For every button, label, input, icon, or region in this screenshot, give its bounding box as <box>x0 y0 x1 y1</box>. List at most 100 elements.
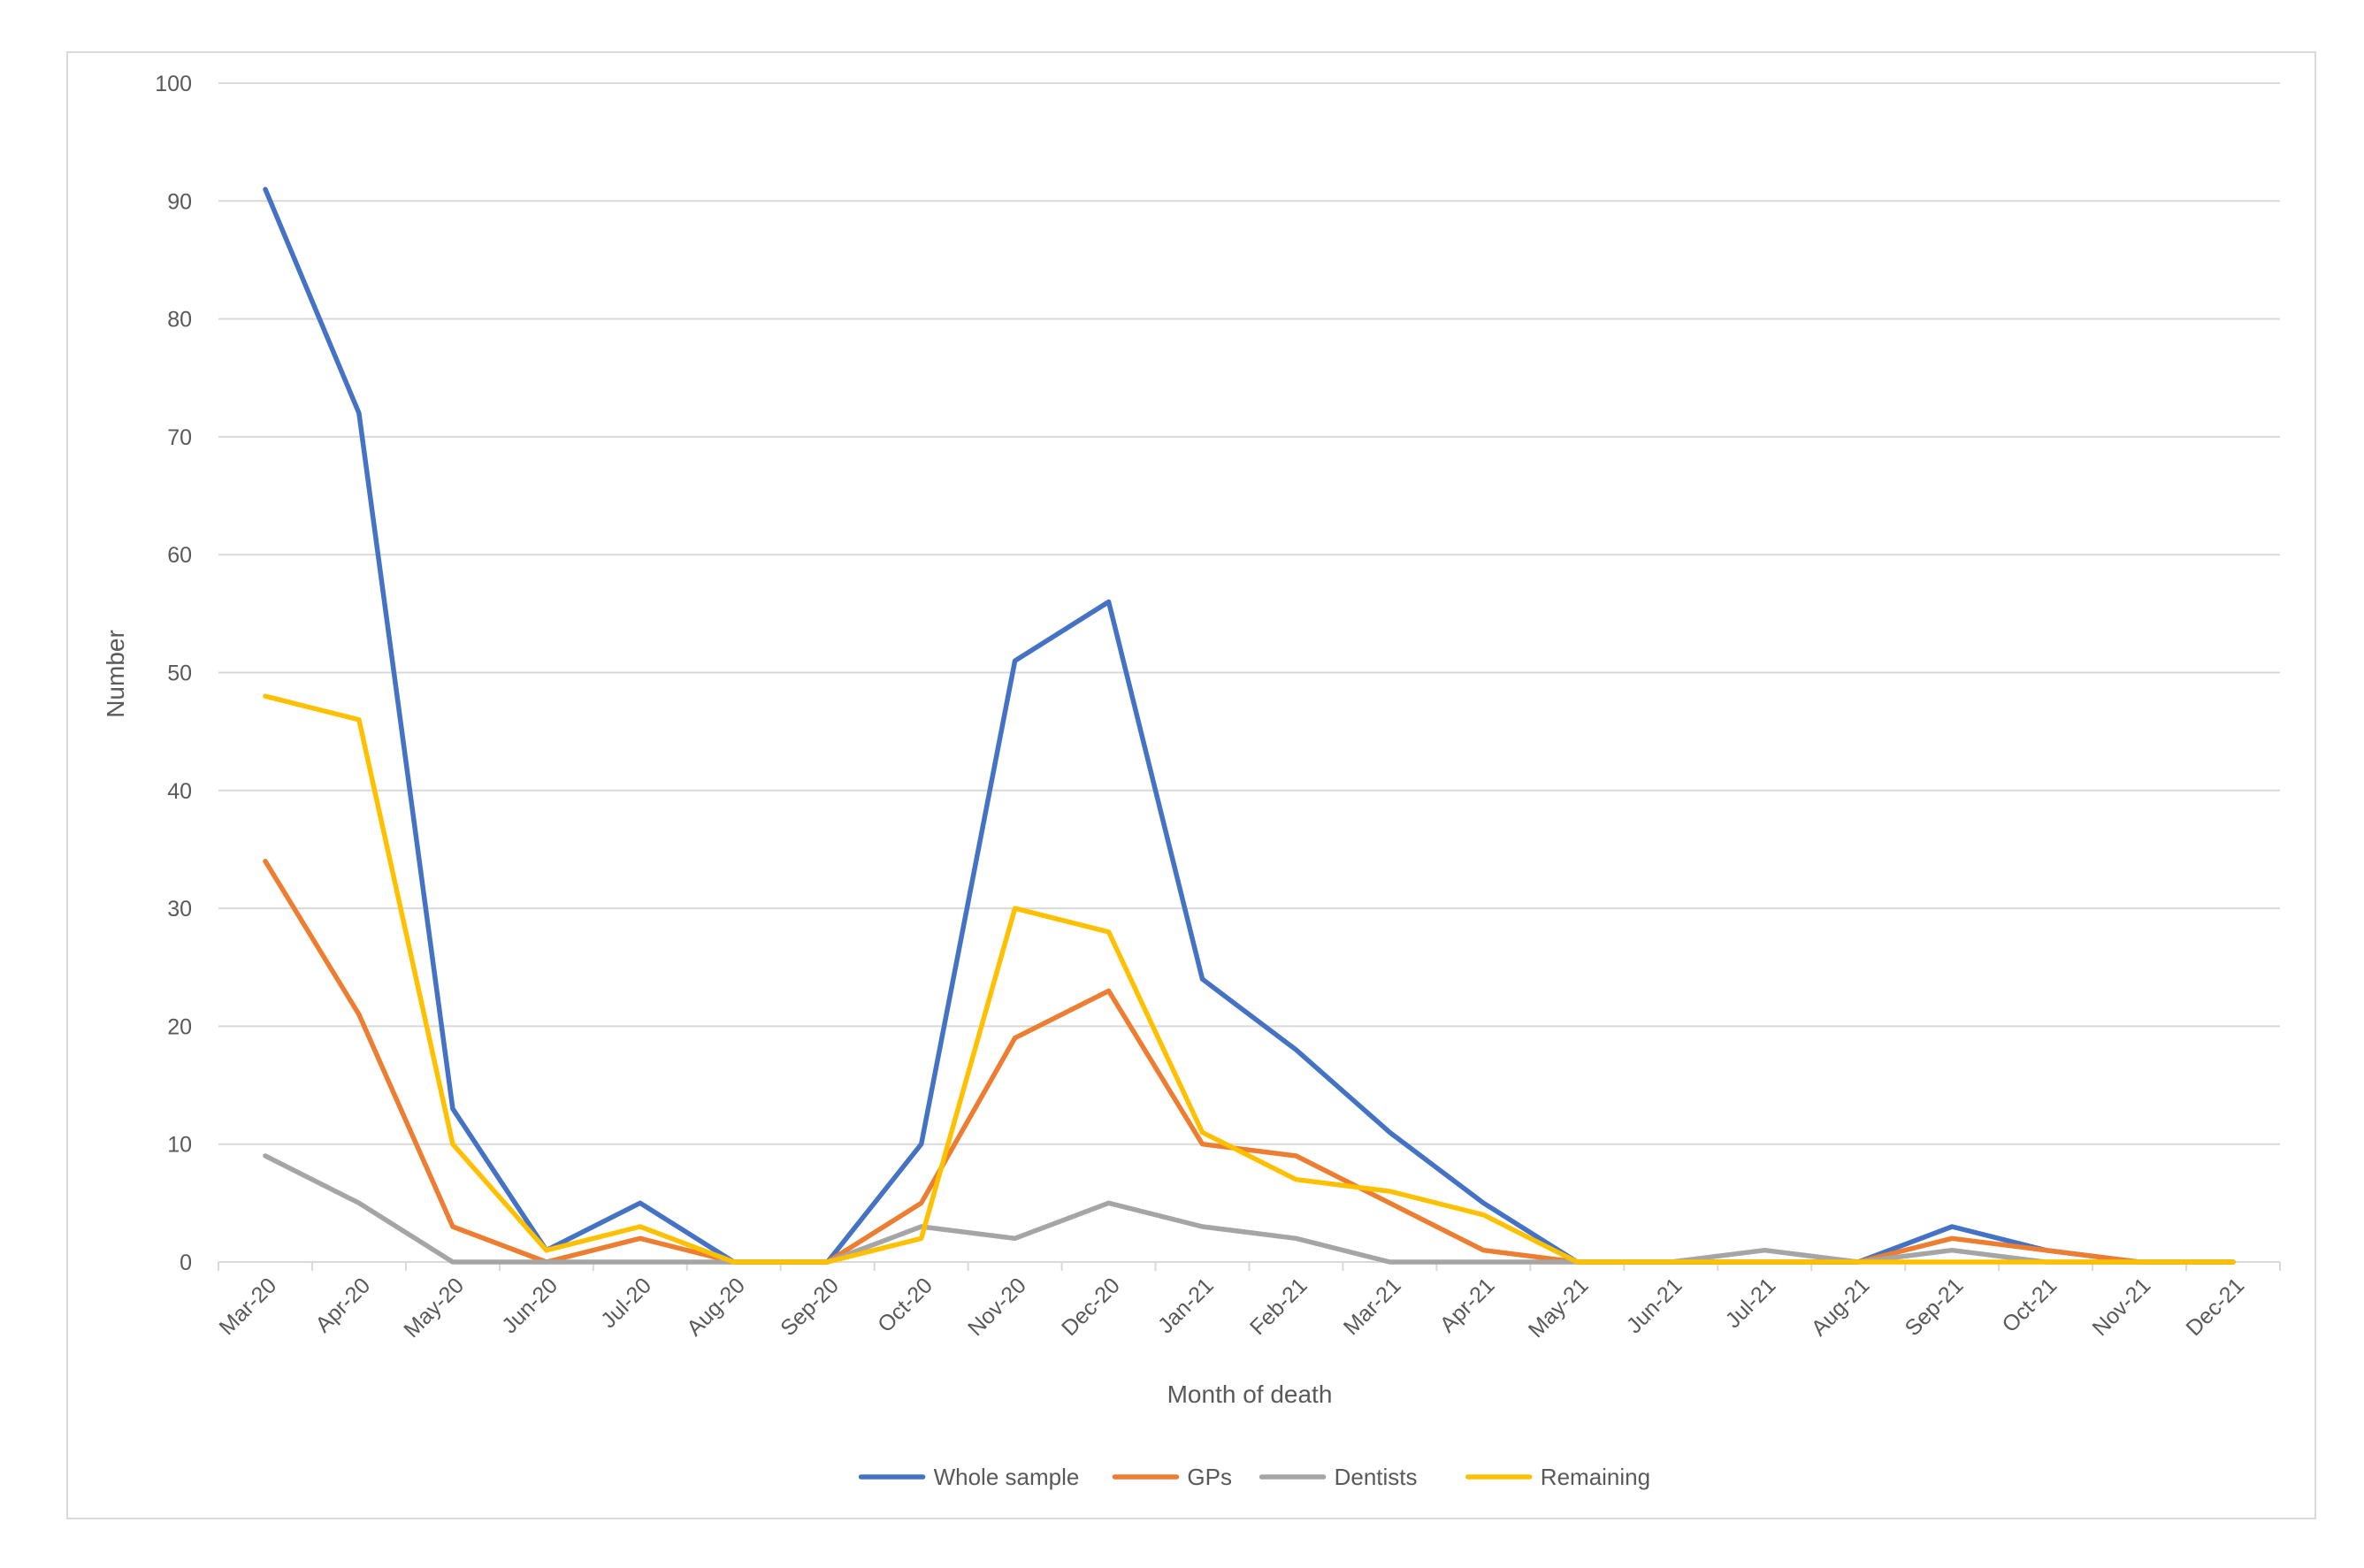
data-point <box>263 1154 267 1159</box>
x-tick-label: Aug-21 <box>1807 1273 1875 1341</box>
data-point <box>450 1142 455 1146</box>
data-point <box>544 1260 548 1265</box>
x-tick-label: Feb-21 <box>1245 1273 1312 1340</box>
data-point <box>1294 1177 1298 1182</box>
data-point <box>1106 1201 1111 1205</box>
data-point <box>1481 1248 1486 1252</box>
data-point <box>825 1260 830 1265</box>
x-tick-label: Mar-20 <box>214 1273 281 1340</box>
x-tick-label: Mar-21 <box>1339 1273 1406 1340</box>
y-tick-label: 0 <box>180 1251 192 1275</box>
data-point <box>1106 989 1111 993</box>
data-point <box>2231 1260 2236 1265</box>
data-point <box>1200 1130 1205 1135</box>
data-point <box>1669 1260 1673 1265</box>
x-tick-label: Oct-21 <box>1998 1273 2062 1337</box>
x-tick-label: Jul-20 <box>596 1273 656 1333</box>
data-point <box>1013 906 1017 911</box>
data-point <box>1200 977 1205 982</box>
data-point <box>1388 1130 1392 1135</box>
y-tick-label: 30 <box>167 897 192 922</box>
x-tick-label: Apr-21 <box>1435 1273 1500 1337</box>
data-point <box>1200 1142 1205 1146</box>
x-tick-label: May-21 <box>1524 1273 1594 1342</box>
data-point <box>638 1236 642 1241</box>
legend-label: Remaining <box>1541 1464 1650 1490</box>
data-point <box>1481 1260 1486 1265</box>
legend-label: Whole sample <box>934 1464 1080 1490</box>
data-point <box>919 1142 923 1146</box>
data-point <box>1388 1201 1392 1205</box>
data-point <box>1763 1260 1767 1265</box>
data-point <box>1481 1212 1486 1217</box>
x-tick-label: Jun-20 <box>497 1273 562 1338</box>
data-point <box>450 1260 455 1265</box>
data-point <box>1013 1236 1017 1241</box>
data-point <box>1950 1248 1955 1252</box>
data-point <box>1575 1260 1580 1265</box>
data-point <box>638 1201 642 1205</box>
x-tick-label: Sep-21 <box>1901 1273 1969 1341</box>
data-point <box>356 411 361 416</box>
chart-frame <box>66 51 2316 1519</box>
data-point <box>1763 1248 1767 1252</box>
y-tick-label: 60 <box>167 543 192 568</box>
x-tick-label: Oct-20 <box>873 1273 937 1337</box>
series-line-dentists <box>263 1153 2236 1265</box>
data-point <box>1200 1225 1205 1229</box>
x-tick-label: Nov-20 <box>963 1273 1031 1341</box>
x-tick-label: Apr-20 <box>310 1273 375 1337</box>
y-tick-label: 10 <box>167 1133 192 1158</box>
data-point <box>638 1260 642 1265</box>
data-point <box>356 1201 361 1205</box>
data-point <box>1106 929 1111 934</box>
data-point <box>1950 1260 1955 1265</box>
data-point <box>1294 1048 1298 1052</box>
data-point <box>919 1201 923 1205</box>
data-point <box>263 694 267 699</box>
data-point <box>1013 1036 1017 1040</box>
y-axis-title: Number <box>102 630 129 718</box>
data-point <box>2138 1260 2142 1265</box>
series-line-gps <box>263 859 2236 1265</box>
data-point <box>731 1260 736 1265</box>
y-tick-label: 90 <box>167 189 192 214</box>
data-point <box>638 1225 642 1229</box>
y-tick-label: 50 <box>167 662 192 686</box>
y-tick-label: 100 <box>155 72 192 96</box>
y-axis-ticks: 0 10 20 30 40 50 60 70 80 90 100 <box>155 72 192 1275</box>
y-tick-label: 70 <box>167 425 192 450</box>
legend: Whole sample GPs Dentists Remaining <box>858 1464 1650 1490</box>
series-lines <box>263 187 2236 1265</box>
data-point <box>263 859 267 863</box>
data-point <box>1388 1189 1392 1194</box>
legend-label: Dentists <box>1335 1464 1418 1490</box>
x-tick-label: Sep-20 <box>776 1273 844 1341</box>
data-point <box>919 1236 923 1241</box>
data-point <box>1294 1236 1298 1241</box>
y-tick-label: 40 <box>167 779 192 804</box>
x-axis-title: Month of death <box>1167 1381 1333 1408</box>
x-tick-label: Dec-20 <box>1057 1273 1125 1341</box>
x-axis-ticks: Mar-20 Apr-20 May-20 Jun-20 Jul-20 Aug-20 Sep-… <box>214 1273 2249 1342</box>
x-tick-label: Dec-21 <box>2181 1273 2249 1341</box>
y-tick-label: 20 <box>167 1014 192 1039</box>
data-point <box>1388 1260 1392 1265</box>
legend-label: GPs <box>1187 1464 1232 1490</box>
data-point <box>1481 1201 1486 1205</box>
data-point <box>1950 1225 1955 1229</box>
data-point <box>450 1225 455 1229</box>
data-point <box>2044 1260 2048 1265</box>
data-point <box>1294 1154 1298 1159</box>
series-line-remaining <box>263 693 2236 1265</box>
data-point <box>263 187 267 191</box>
x-tick-label: Jul-21 <box>1721 1273 1781 1333</box>
data-point <box>450 1106 455 1111</box>
series-line-whole-sample <box>263 187 2236 1265</box>
x-tick-label: Jan-21 <box>1153 1273 1219 1338</box>
gridlines <box>218 82 2280 1145</box>
data-point <box>2044 1248 2048 1252</box>
data-point <box>1856 1260 1861 1265</box>
data-point <box>1013 659 1017 663</box>
